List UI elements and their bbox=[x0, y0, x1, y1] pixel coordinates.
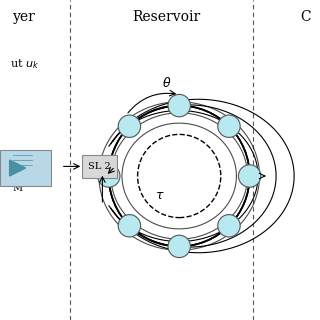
Circle shape bbox=[168, 94, 190, 117]
Circle shape bbox=[98, 165, 120, 187]
FancyBboxPatch shape bbox=[82, 155, 117, 178]
Text: SL 2: SL 2 bbox=[88, 162, 111, 171]
Circle shape bbox=[238, 165, 261, 187]
Circle shape bbox=[218, 215, 240, 237]
Text: ut $u_k$: ut $u_k$ bbox=[10, 57, 39, 71]
Circle shape bbox=[118, 215, 140, 237]
Text: M: M bbox=[12, 184, 23, 193]
Text: ut $u_k$: ut $u_k$ bbox=[0, 162, 26, 174]
Circle shape bbox=[168, 235, 190, 258]
Text: $\theta$: $\theta$ bbox=[162, 76, 171, 90]
Text: C: C bbox=[300, 10, 310, 24]
Polygon shape bbox=[10, 160, 26, 176]
Circle shape bbox=[218, 115, 240, 137]
Circle shape bbox=[118, 115, 140, 137]
FancyBboxPatch shape bbox=[0, 150, 51, 186]
Text: $\tau$: $\tau$ bbox=[155, 189, 165, 202]
Text: yer: yer bbox=[13, 10, 36, 24]
Text: Reservoir: Reservoir bbox=[132, 10, 201, 24]
